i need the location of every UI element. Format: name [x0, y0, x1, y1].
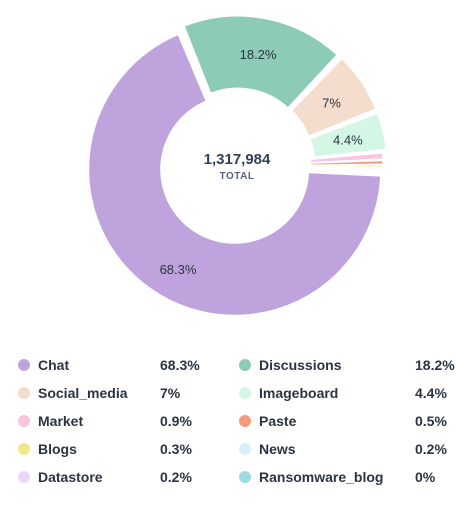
legend-swatch [18, 359, 30, 371]
slice-imageboard[interactable] [309, 112, 387, 158]
legend-label: Discussions [259, 357, 342, 373]
slice-label-imageboard: 4.4% [333, 132, 363, 147]
slice-social-media[interactable] [291, 58, 377, 137]
slice-label-discussions: 18.2% [240, 47, 277, 62]
legend-percent-datastore: 0.2% [160, 469, 192, 485]
center-total-label: TOTAL [220, 171, 255, 182]
slice-discussions[interactable] [183, 15, 338, 109]
slice-ransomware-blog[interactable] [310, 168, 384, 172]
center-total-value: 1,317,984 [204, 151, 271, 168]
slice-chat[interactable] [88, 34, 382, 316]
slice-label-chat: 68.3% [160, 262, 197, 277]
legend-percent-market: 0.9% [160, 413, 192, 429]
legend-swatch [239, 359, 251, 371]
legend-percent-news: 0.2% [415, 441, 447, 457]
legend-label: Imageboard [259, 385, 339, 401]
legend-item-social-media[interactable]: Social_media [18, 383, 128, 403]
legend-label: Ransomware_blog [259, 469, 384, 485]
legend-item-imageboard[interactable]: Imageboard [239, 383, 338, 403]
legend-swatch [18, 443, 30, 455]
legend-percent-ransomware-blog: 0% [415, 469, 436, 485]
legend-percent-blogs: 0.3% [160, 441, 192, 457]
donut-chart: 68.3% 18.2% 7% 4.4% 1,317,984 TOTAL [88, 15, 387, 316]
legend-percent-social-media: 7% [160, 385, 181, 401]
legend-item-news[interactable]: News [239, 439, 296, 459]
legend-label: Paste [259, 413, 297, 429]
legend-percent-paste: 0.5% [415, 413, 447, 429]
legend-item-ransomware-blog[interactable]: Ransomware_blog [239, 467, 383, 487]
legend-label: Blogs [38, 441, 77, 457]
slice-market[interactable] [310, 152, 384, 163]
legend-label: Chat [38, 357, 70, 373]
legend-percent-imageboard: 4.4% [415, 385, 447, 401]
slice-label-social-media: 7% [322, 95, 341, 110]
legend-label: Social_media [38, 385, 128, 401]
legend-item-market[interactable]: Market [18, 411, 83, 431]
legend-item-datastore[interactable]: Datastore [18, 467, 103, 487]
legend-item-paste[interactable]: Paste [239, 411, 296, 431]
legend-swatch [18, 471, 30, 483]
legend-item-discussions[interactable]: Discussions [239, 355, 341, 375]
legend-percent-chat: 68.3% [160, 357, 200, 373]
legend-label: Market [38, 413, 84, 429]
legend-percent-discussions: 18.2% [415, 357, 455, 373]
legend-swatch [239, 387, 251, 399]
legend-item-chat[interactable]: Chat [18, 355, 69, 375]
legend-label: Datastore [38, 469, 103, 485]
legend-swatch [18, 387, 30, 399]
legend-swatch [18, 415, 30, 427]
legend-swatch [239, 471, 251, 483]
legend-item-blogs[interactable]: Blogs [18, 439, 77, 459]
legend-label: News [259, 441, 296, 457]
legend-swatch [239, 415, 251, 427]
slice-paste[interactable] [310, 160, 384, 166]
legend-swatch [239, 443, 251, 455]
